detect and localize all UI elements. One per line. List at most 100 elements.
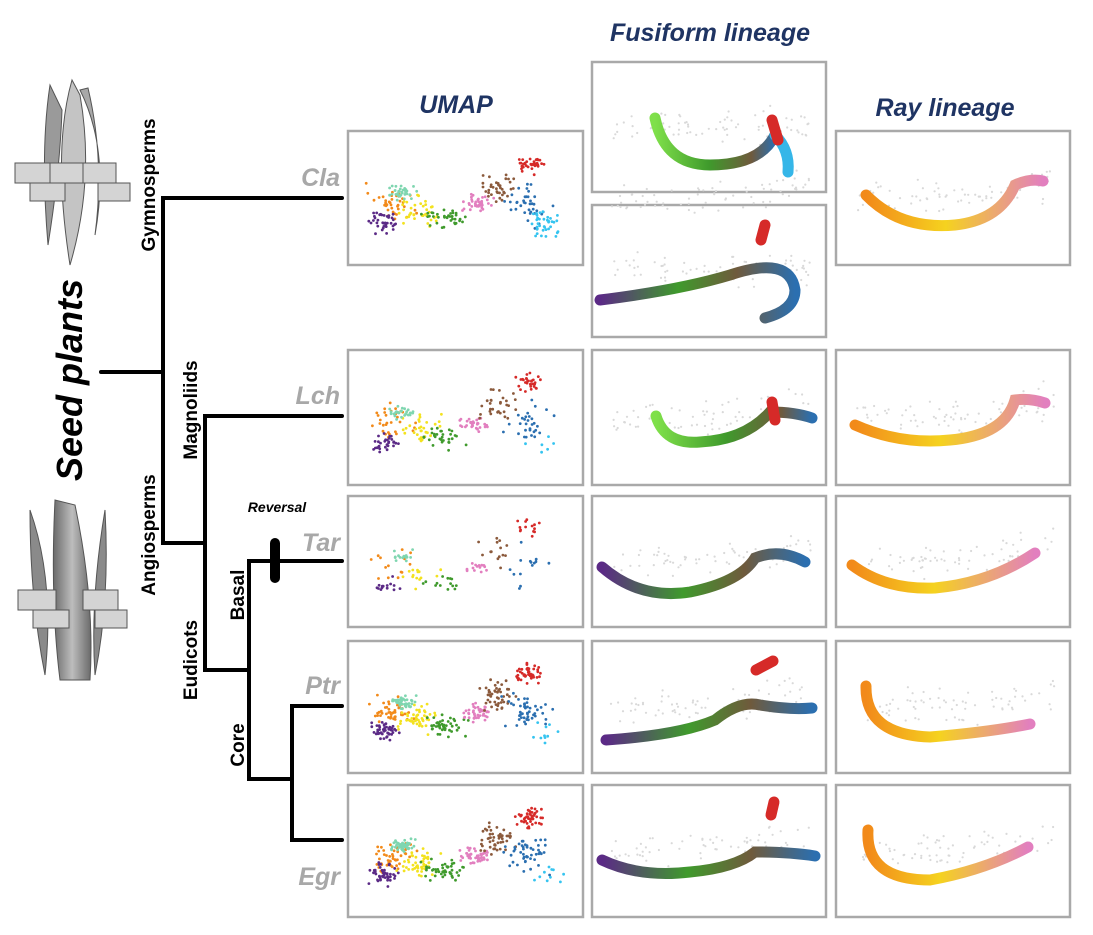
umap-cell-dot	[406, 413, 410, 417]
umap-cell-dot	[453, 587, 457, 591]
umap-cell-dot	[530, 434, 533, 437]
umap-cell-dot	[475, 565, 479, 568]
umap-cell-dot	[438, 733, 442, 736]
background-cell-dot	[664, 270, 667, 273]
umap-cell-dot	[385, 203, 389, 207]
background-cell-dot	[721, 839, 724, 842]
species-label-tar: Tar	[302, 529, 341, 557]
background-cell-dot	[974, 420, 977, 424]
background-cell-dot	[961, 718, 964, 721]
background-cell-dot	[787, 194, 791, 197]
umap-cell-dot	[431, 444, 435, 447]
umap-cell-dot	[391, 699, 394, 703]
umap-cell-dot	[486, 837, 490, 840]
umap-cell-dot	[528, 382, 532, 386]
umap-cell-dot	[389, 872, 392, 876]
background-cell-dot	[998, 560, 1001, 563]
umap-cell-dot	[396, 871, 400, 875]
background-cell-dot	[637, 425, 640, 428]
umap-cell-dot	[450, 429, 454, 433]
umap-cell-dot	[513, 398, 517, 401]
umap-cell-dot	[450, 862, 454, 866]
umap-cell-dot	[388, 407, 392, 411]
umap-cell-dot	[539, 671, 542, 675]
umap-cell-dot	[541, 816, 544, 820]
umap-cell-dot	[539, 706, 543, 709]
umap-cell-dot	[551, 707, 555, 711]
umap-cell-dot	[504, 679, 508, 683]
background-cell-dot	[619, 720, 622, 723]
umap-cell-dot	[530, 534, 534, 538]
umap-cell-dot	[441, 875, 445, 879]
umap-cell-dot	[518, 529, 522, 533]
umap-cell-dot	[433, 711, 437, 715]
umap-cell-dot	[481, 844, 484, 848]
umap-cell-dot	[503, 191, 506, 195]
background-cell-dot	[683, 261, 686, 264]
background-cell-dot	[1002, 558, 1005, 561]
background-cell-dot	[684, 558, 687, 561]
background-cell-dot	[714, 189, 718, 193]
background-cell-dot	[791, 264, 794, 267]
background-cell-dot	[707, 127, 710, 130]
umap-cell-dot	[381, 423, 385, 427]
umap-cell-dot	[532, 160, 536, 164]
background-cell-dot	[1049, 683, 1052, 686]
background-cell-dot	[754, 548, 757, 551]
umap-cell-dot	[388, 401, 392, 405]
umap-cell-dot	[562, 872, 565, 876]
umap-cell-dot	[385, 586, 389, 590]
umap-cell-dot	[384, 413, 388, 417]
background-cell-dot	[636, 251, 639, 254]
background-cell-dot	[641, 701, 645, 704]
background-cell-dot	[888, 189, 891, 192]
background-cell-dot	[938, 193, 941, 196]
umap-cell-dot	[518, 714, 521, 718]
background-cell-dot	[678, 713, 681, 716]
umap-cell-dot	[535, 209, 539, 213]
umap-cell-dot	[394, 845, 397, 849]
background-cell-dot	[981, 199, 984, 202]
umap-cell-dot	[519, 540, 523, 544]
background-cell-dot	[960, 416, 963, 420]
umap-cell-dot	[392, 441, 395, 444]
background-cell-dot	[928, 400, 932, 403]
umap-cell-dot	[524, 442, 527, 446]
umap-cell-dot	[432, 724, 436, 727]
background-cell-dot	[1049, 708, 1052, 711]
umap-cell-dot	[530, 398, 534, 402]
background-cell-dot	[651, 837, 654, 840]
background-cell-dot	[983, 554, 986, 557]
umap-cell-dot	[479, 209, 482, 213]
header-fusiform-lineage: Fusiform lineage	[610, 19, 810, 47]
umap-cell-dot	[522, 820, 526, 824]
background-cell-dot	[706, 553, 709, 557]
background-cell-dot	[760, 397, 763, 400]
umap-cell-dot	[528, 706, 532, 710]
umap-cell-dot	[447, 428, 451, 432]
umap-cell-dot	[525, 822, 529, 825]
umap-cell-dot	[420, 870, 423, 873]
umap-cell-dot	[488, 402, 492, 405]
background-cell-dot	[764, 206, 768, 209]
background-cell-dot	[1014, 689, 1018, 692]
umap-cell-dot	[509, 187, 513, 191]
background-cell-dot	[641, 850, 644, 853]
background-cell-dot	[807, 177, 810, 180]
umap-cell-dot	[409, 556, 412, 559]
background-cell-dot	[923, 577, 926, 581]
umap-cell-dot	[533, 714, 537, 718]
umap-cell-dot	[547, 561, 551, 565]
umap-cell-dot	[453, 217, 457, 221]
umap-cell-dot	[405, 841, 409, 845]
umap-cell-dot	[419, 576, 423, 580]
background-cell-dot	[914, 419, 917, 422]
umap-cell-dot	[370, 725, 374, 729]
background-cell-dot	[674, 711, 677, 714]
background-cell-dot	[1016, 550, 1019, 553]
header-ray-lineage: Ray lineage	[876, 94, 1015, 122]
umap-cell-dot	[414, 855, 418, 859]
background-cell-dot	[768, 254, 772, 257]
umap-panel-egr	[346, 783, 585, 919]
umap-cell-dot	[367, 882, 371, 885]
